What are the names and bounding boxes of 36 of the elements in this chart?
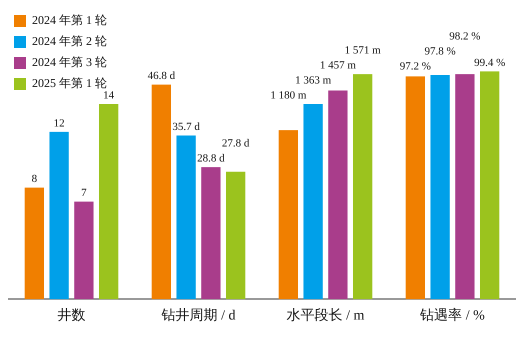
bar	[226, 172, 246, 300]
bar	[328, 90, 348, 300]
data-label: 14	[103, 89, 115, 102]
data-label: 8	[32, 173, 38, 186]
bar	[49, 132, 69, 300]
bar	[176, 136, 196, 300]
bar	[201, 167, 221, 300]
data-label: 97.2 %	[400, 60, 431, 72]
legend-label: 2024 年第 2 轮	[32, 33, 107, 50]
x-tick-label: 水平段长 / m	[286, 307, 364, 324]
bar	[303, 104, 323, 300]
bar	[152, 84, 172, 300]
data-label: 97.8 %	[424, 45, 456, 58]
x-tick-label: 钻遇率 / %	[419, 307, 486, 324]
x-tick-label: 井数	[58, 307, 86, 324]
data-label: 99.4 %	[474, 56, 506, 69]
data-label: 1 457 m	[320, 60, 356, 72]
data-label: 1 180 m	[270, 89, 307, 102]
bar	[24, 188, 44, 300]
x-tick-label: 钻井周期 / d	[160, 307, 236, 324]
bar	[278, 130, 298, 300]
legend-label: 2024 年第 3 轮	[32, 54, 107, 71]
legend-label: 2025 年第 1 轮	[32, 75, 107, 91]
data-label: 1 571 m	[344, 44, 382, 57]
data-label: 1 363 m	[295, 74, 332, 86]
data-label: 7	[81, 186, 88, 199]
data-label: 28.8 d	[197, 152, 226, 165]
data-label: 98.2 %	[449, 30, 480, 42]
bar	[98, 104, 118, 300]
data-label: 46.8 d	[148, 70, 176, 82]
legend-label: 2024 年第 1 轮	[32, 12, 107, 29]
data-label: 35.7 d	[172, 120, 200, 133]
data-label: 27.8 d	[222, 138, 250, 150]
bar	[352, 74, 372, 300]
data-label: 12	[54, 117, 65, 130]
bar	[74, 202, 94, 300]
